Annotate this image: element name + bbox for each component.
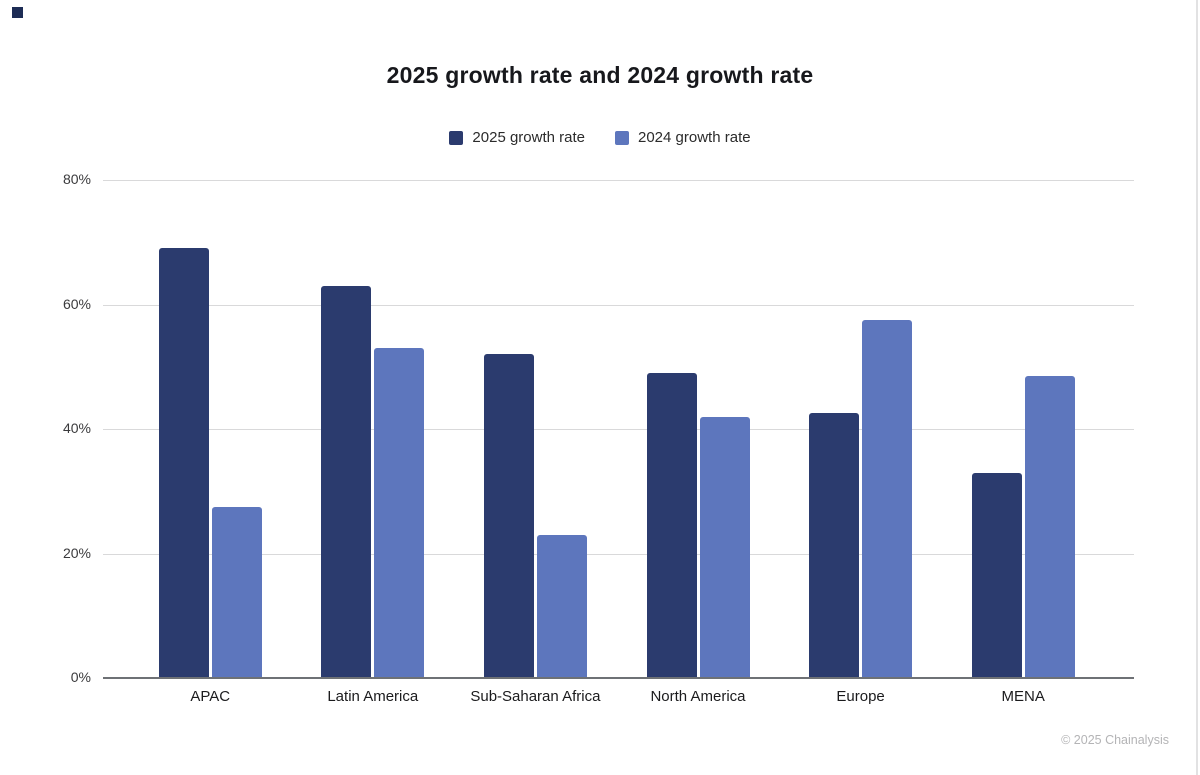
legend-swatch-2025-icon xyxy=(449,130,464,145)
copyright-credit: © 2025 Chainalysis xyxy=(1061,733,1169,747)
x-axis-line xyxy=(103,677,1134,679)
right-edge-line xyxy=(1196,0,1198,775)
x-axis-label: Europe xyxy=(836,688,885,705)
bar-north-america-2024[interactable] xyxy=(699,416,750,678)
x-axis-label: Latin America xyxy=(327,688,419,705)
corner-marker xyxy=(12,7,23,18)
gridline xyxy=(103,180,1134,181)
y-axis-tick-label: 40% xyxy=(62,420,91,436)
chart-title: 2025 growth rate and 2024 growth rate xyxy=(386,62,814,88)
legend-label-2025: 2025 growth rate xyxy=(472,129,585,146)
x-axis-label: Sub-Saharan Africa xyxy=(470,688,601,705)
x-axis-label: MENA xyxy=(1001,688,1045,705)
y-axis-tick-label: 20% xyxy=(62,544,91,561)
bar-apac-2024[interactable] xyxy=(211,506,262,678)
y-axis-tick-label: 80% xyxy=(62,171,91,187)
bar-latin-america-2024[interactable] xyxy=(374,348,425,678)
bar-mena-2024[interactable] xyxy=(1024,376,1075,678)
gridline xyxy=(103,304,1134,306)
plot-area: 0% 20% 40% 60% 80% APAC Latin America Sub-Sahar… xyxy=(63,171,1134,705)
legend-swatch-2024-icon xyxy=(615,130,629,145)
bar-europe-2024[interactable] xyxy=(862,320,913,678)
gridline xyxy=(103,429,1134,430)
bar-latin-america-2025[interactable] xyxy=(321,285,372,678)
legend-item-2025[interactable]: 2025 growth rate xyxy=(449,129,585,146)
chart-legend: 2025 growth rate 2024 growth rate xyxy=(0,129,1200,146)
bar-sub-saharan-africa-2024[interactable] xyxy=(536,534,587,678)
y-axis-tick-label: 60% xyxy=(62,295,91,312)
bar-europe-2025[interactable] xyxy=(809,413,860,678)
bar-sub-saharan-africa-2025[interactable] xyxy=(483,354,534,678)
legend-item-2024[interactable]: 2024 growth rate xyxy=(615,129,751,146)
x-axis-label: APAC xyxy=(190,688,231,705)
gridline xyxy=(103,553,1134,555)
x-axis-label: North America xyxy=(650,688,746,705)
bar-north-america-2025[interactable] xyxy=(646,372,697,678)
legend-label-2024: 2024 growth rate xyxy=(638,129,751,146)
bar-mena-2025[interactable] xyxy=(971,472,1022,678)
bar-apac-2025[interactable] xyxy=(158,248,209,678)
y-axis-tick-label: 0% xyxy=(70,669,91,685)
